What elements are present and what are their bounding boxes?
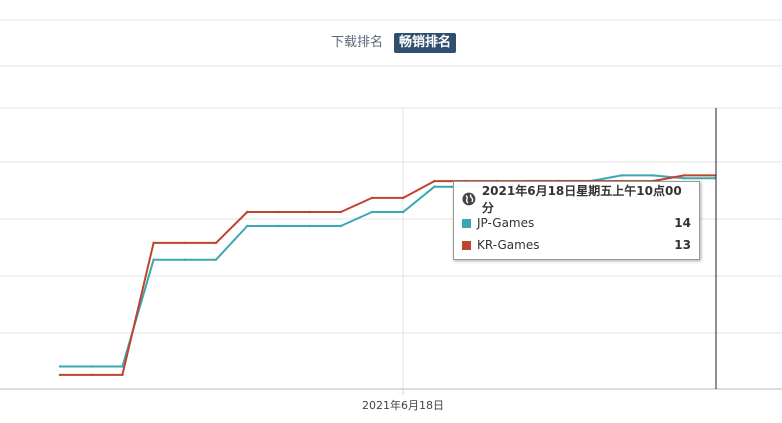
kr-swatch <box>462 240 471 250</box>
tooltip-series-value: 14 <box>674 216 691 230</box>
globe-icon <box>462 192 476 206</box>
tooltip-header: 2021年6月18日星期五上午10点00分 <box>462 184 691 215</box>
data-point <box>620 174 623 177</box>
data-point <box>277 210 280 214</box>
data-point <box>339 210 342 214</box>
data-point <box>370 196 374 200</box>
tooltip-row-kr: KR-Games 13 <box>462 234 691 256</box>
data-point <box>121 373 124 377</box>
data-point <box>682 177 686 180</box>
data-point <box>682 174 686 177</box>
data-point <box>152 258 155 261</box>
data-point <box>246 210 249 214</box>
data-point <box>308 224 311 228</box>
data-point <box>214 258 218 261</box>
data-point <box>121 365 124 368</box>
data-point <box>433 179 436 183</box>
data-point <box>370 210 374 214</box>
data-point <box>339 224 342 228</box>
tooltip-row-jp: JP-Games 14 <box>462 212 691 234</box>
data-point <box>90 365 93 368</box>
data-point <box>246 224 249 228</box>
data-point <box>183 258 186 261</box>
download-rank-button[interactable]: 下载排名 <box>330 35 383 50</box>
data-point <box>402 196 405 200</box>
data-point <box>214 241 218 245</box>
grossing-rank-button[interactable]: 畅销排名 <box>394 33 457 53</box>
tooltip: 2021年6月18日星期五上午10点00分 JP-Games 14 KR-Gam… <box>453 181 700 260</box>
series-line-jp <box>60 174 716 368</box>
data-point <box>58 373 62 377</box>
x-tick-label: 2021年6月18日 <box>362 398 444 412</box>
data-point <box>152 241 155 245</box>
tooltip-series-name: KR-Games <box>477 238 540 252</box>
tooltip-series-name: JP-Games <box>477 216 535 230</box>
ranking-toggle: 下载排名 畅销排名 <box>0 32 782 54</box>
data-point <box>90 373 93 377</box>
data-point <box>58 365 62 368</box>
data-point <box>277 224 280 228</box>
data-point <box>308 210 311 214</box>
jp-swatch <box>462 218 471 228</box>
data-point <box>183 241 186 245</box>
tooltip-series-value: 13 <box>674 238 691 252</box>
data-point <box>402 210 405 214</box>
tooltip-title: 2021年6月18日星期五上午10点00分 <box>481 184 682 215</box>
data-point <box>651 174 654 177</box>
data-point <box>433 185 436 188</box>
